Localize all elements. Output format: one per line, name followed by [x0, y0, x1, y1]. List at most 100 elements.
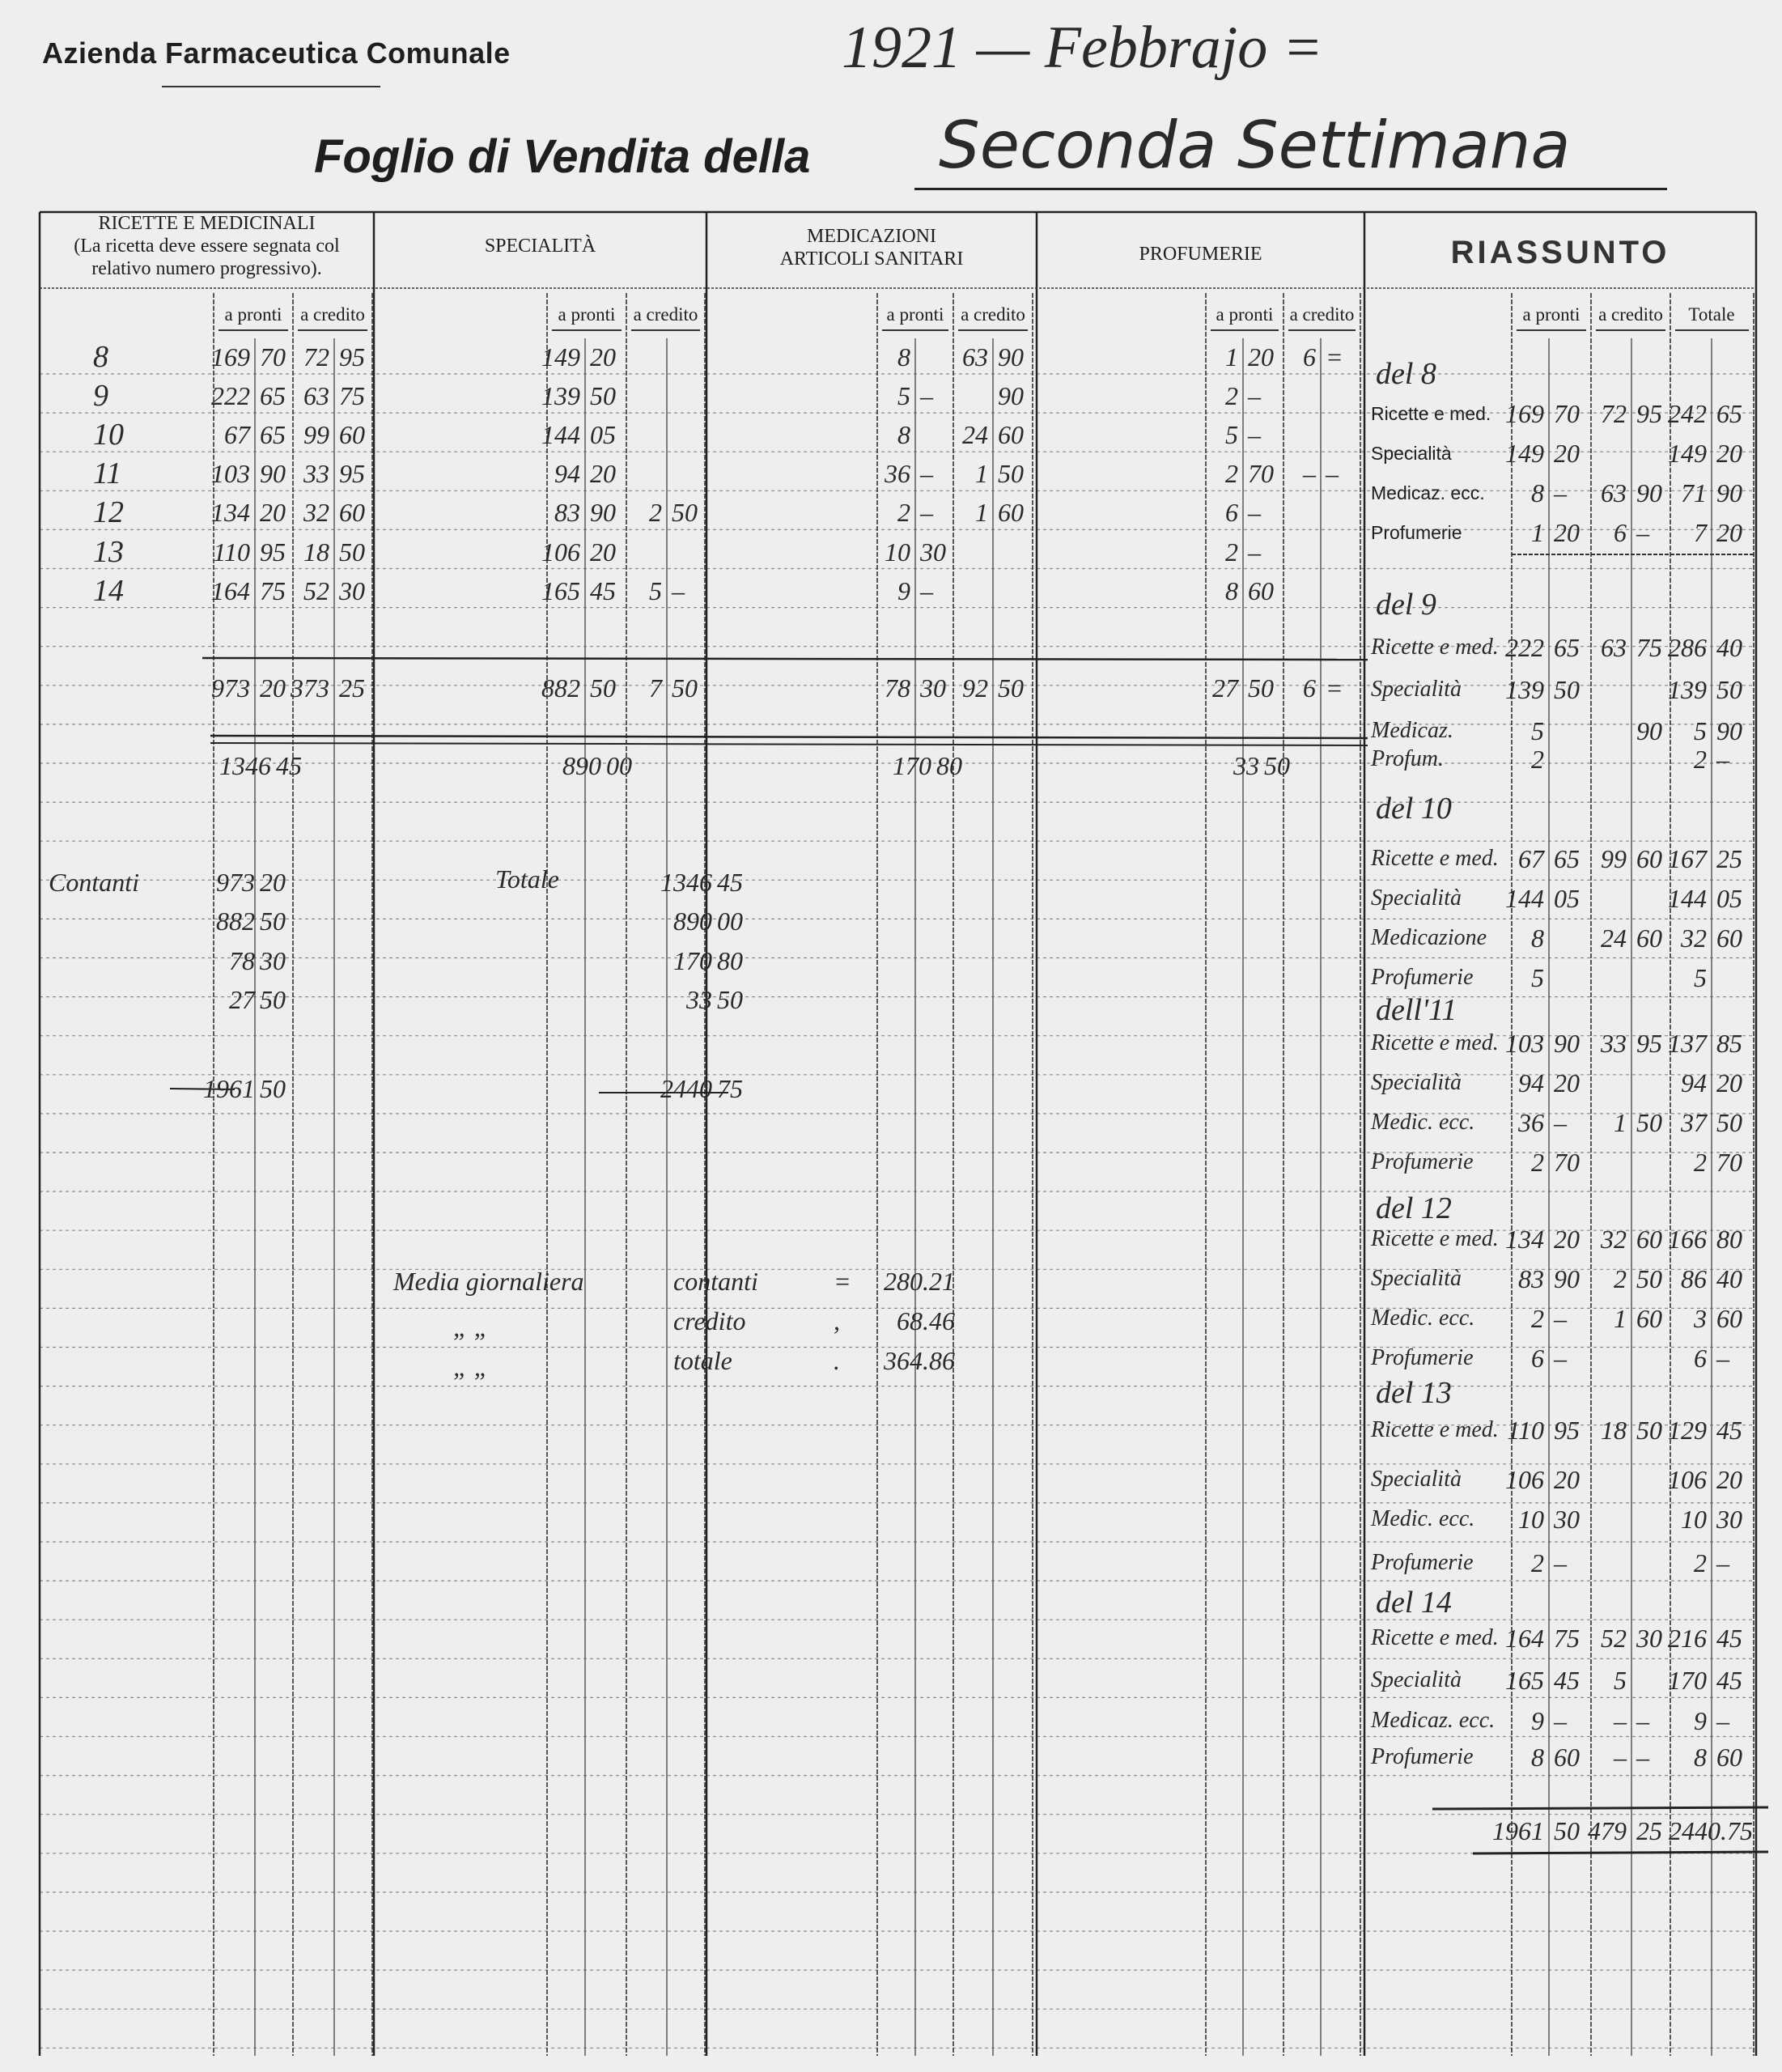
- contanti-lire: 882: [216, 906, 255, 936]
- daily-cell-centesimi: –: [1248, 420, 1261, 449]
- form-title: Foglio di Vendita della: [314, 130, 811, 183]
- riassunto-cell-centesimi: –: [1554, 1108, 1567, 1137]
- riassunto-cell-lire: 149: [1505, 439, 1544, 468]
- riassunto-cell-lire: 94: [1518, 1068, 1544, 1098]
- riassunto-cell-lire: 106: [1668, 1465, 1707, 1494]
- riassunto-day-heading: del 8: [1376, 357, 1436, 391]
- riassunto-label: Medic. ecc.: [1371, 1306, 1475, 1331]
- riassunto-cell-centesimi: 40: [1716, 633, 1742, 662]
- riassunto-label: Specialità: [1371, 443, 1452, 464]
- daily-cell-centesimi: 90: [998, 381, 1024, 410]
- riassunto-cell-lire: 166: [1668, 1225, 1707, 1254]
- riassunto-label: Ricette e med.: [1371, 403, 1491, 424]
- riassunto-label: Ricette e med.: [1371, 1226, 1499, 1251]
- daily-cell-lire: 139: [541, 381, 580, 410]
- riassunto-cell-lire: 149: [1668, 439, 1707, 468]
- riassunto-cell-lire: 5: [1614, 1666, 1627, 1695]
- daily-cell-lire: 72: [303, 342, 329, 372]
- media-separator: ,: [834, 1306, 840, 1335]
- daily-cell-lire: 8: [897, 342, 910, 372]
- handwritten-date: 1921 — Febbrajo =: [842, 15, 1323, 81]
- daily-cell-centesimi: 20: [260, 498, 286, 527]
- ditto-mark: „ „: [453, 1313, 489, 1342]
- riassunto-cell-centesimi: 70: [1716, 1148, 1742, 1177]
- riassunto-cell-centesimi: 20: [1716, 1465, 1742, 1494]
- totale-centesimi: 80: [717, 946, 743, 975]
- daily-cell-lire: 6: [1303, 342, 1316, 372]
- riassunto-cell-centesimi: 30: [1554, 1505, 1580, 1534]
- riassunto-cell-lire: 2: [1694, 1548, 1707, 1577]
- riassunto-label: Medicaz. ecc.: [1371, 1708, 1496, 1733]
- riassunto-cell-centesimi: –: [1716, 1706, 1729, 1735]
- daily-cell-centesimi: 20: [590, 342, 616, 372]
- riassunto-cell-lire: 165: [1505, 1666, 1544, 1695]
- riassunto-cell-lire: 18: [1601, 1416, 1627, 1445]
- riassunto-cell-lire: 37: [1681, 1108, 1707, 1137]
- day-number: 11: [93, 456, 122, 490]
- riassunto-cell-lire: 94: [1681, 1068, 1707, 1098]
- riassunto-cell-centesimi: 20: [1554, 518, 1580, 547]
- column-total-lire: 6: [1303, 673, 1316, 703]
- riassunto-cell-centesimi: 50: [1554, 675, 1580, 704]
- daily-cell-centesimi: –: [1248, 381, 1261, 410]
- column-total-centesimi: 50: [672, 673, 698, 703]
- riassunto-label: Ricette e med.: [1371, 635, 1499, 660]
- riassunto-cell-lire: 7: [1694, 518, 1707, 547]
- media-kind: contanti: [673, 1267, 758, 1296]
- daily-cell-lire: 32: [303, 498, 329, 527]
- double-rule: [210, 734, 1368, 740]
- ditto-mark: „ „: [453, 1352, 489, 1382]
- header-ricette: RICETTE E MEDICINALI (La ricetta deve es…: [40, 212, 374, 280]
- media-value: 68.46: [897, 1306, 955, 1335]
- daily-cell-centesimi: –: [920, 498, 933, 527]
- double-rule: [210, 742, 1368, 746]
- riassunto-cell-lire: 9: [1531, 1706, 1544, 1735]
- riassunto-sum-rule: [1432, 1806, 1769, 1811]
- contanti-centesimi: 50: [260, 906, 286, 936]
- riassunto-cell-centesimi: 20: [1716, 439, 1742, 468]
- contanti-total-centesimi: 50: [260, 1074, 286, 1103]
- column-total-lire: 973: [211, 673, 250, 703]
- riassunto-cell-centesimi: 65: [1716, 399, 1742, 428]
- day-number: 8: [93, 340, 108, 374]
- riassunto-cell-lire: 3: [1694, 1304, 1707, 1333]
- daily-cell-centesimi: 60: [998, 498, 1024, 527]
- riassunto-cell-centesimi: 20: [1554, 439, 1580, 468]
- riassunto-cell-lire: 144: [1668, 884, 1707, 913]
- riassunto-cell-centesimi: –: [1636, 1743, 1649, 1772]
- contanti-lire: 27: [229, 985, 255, 1014]
- daily-cell-lire: 63: [962, 342, 988, 372]
- riassunto-cell-lire: 32: [1681, 923, 1707, 953]
- daily-cell-centesimi: 45: [590, 576, 616, 605]
- header-riassunto: RIASSUNTO: [1450, 235, 1670, 270]
- riassunto-cell-lire: 6: [1614, 518, 1627, 547]
- contanti-centesimi: 50: [260, 985, 286, 1014]
- riassunto-cell-centesimi: 60: [1636, 923, 1662, 953]
- riassunto-label: Specialità: [1371, 1266, 1462, 1291]
- riassunto-cell-lire: 32: [1601, 1225, 1627, 1254]
- riassunto-cell-centesimi: –: [1554, 1706, 1567, 1735]
- daily-cell-lire: 134: [211, 498, 250, 527]
- riassunto-total-lire: 479: [1588, 1816, 1627, 1845]
- riassunto-cell-lire: 86: [1681, 1264, 1707, 1293]
- riassunto-cell-centesimi: 85: [1716, 1029, 1742, 1058]
- title-underline: [914, 188, 1667, 190]
- column-total-centesimi: =: [1326, 673, 1343, 703]
- daily-cell-centesimi: –: [1248, 537, 1261, 567]
- daily-cell-lire: 2: [1225, 381, 1238, 410]
- riassunto-cell-lire: 67: [1518, 844, 1544, 873]
- daily-cell-lire: 2: [649, 498, 662, 527]
- subheader-a-credito: a credito: [961, 304, 1025, 325]
- day-number: 14: [93, 574, 124, 608]
- subheader-a-credito: a credito: [1598, 304, 1663, 325]
- riassunto-total-centesimi: 25: [1636, 1816, 1662, 1845]
- riassunto-cell-lire: 5: [1531, 963, 1544, 992]
- riassunto-cell-centesimi: –: [1716, 1548, 1729, 1577]
- daily-cell-lire: 1: [975, 498, 988, 527]
- daily-cell-lire: 67: [224, 420, 250, 449]
- daily-cell-centesimi: 20: [590, 537, 616, 567]
- daily-cell-centesimi: 50: [998, 459, 1024, 488]
- daily-cell-lire: 5: [1225, 420, 1238, 449]
- riassunto-label: Profumerie: [1371, 1149, 1474, 1174]
- riassunto-label: Medicaz. ecc.: [1371, 482, 1485, 503]
